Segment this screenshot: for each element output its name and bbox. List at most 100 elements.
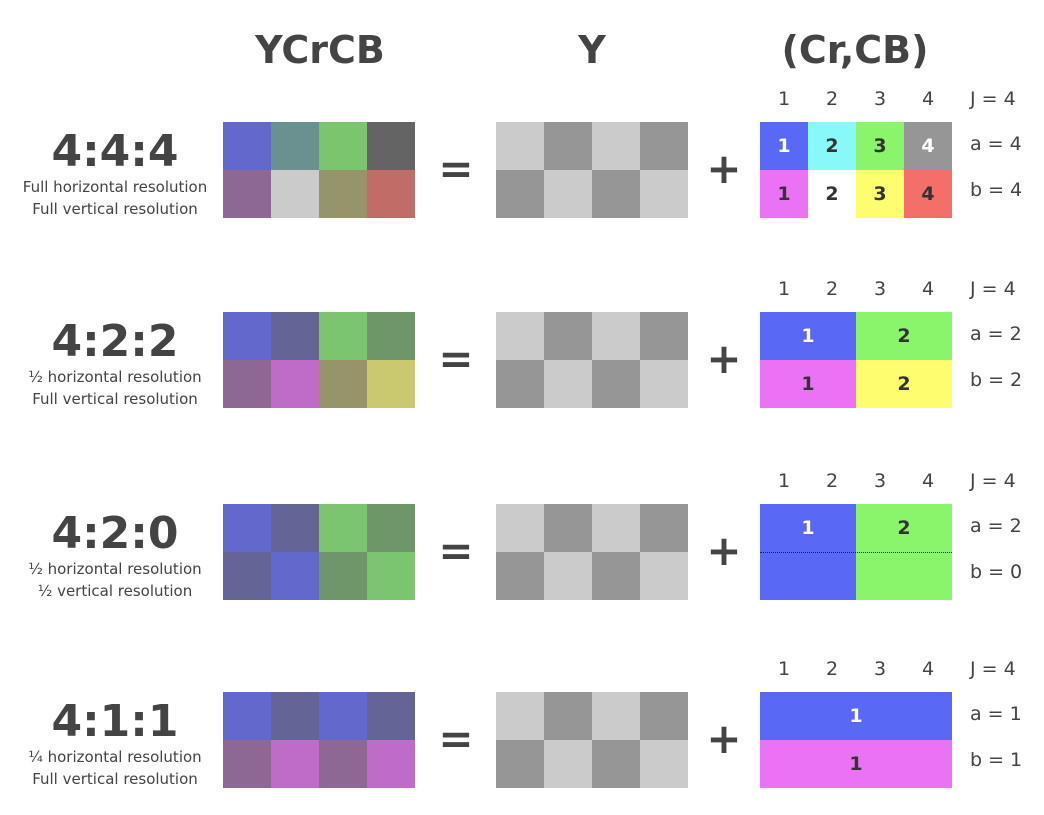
plus-sign: + — [706, 334, 742, 383]
chroma-block: 3 — [856, 170, 904, 218]
ycrcb-pixel — [271, 740, 319, 788]
column-number: 1 — [777, 470, 791, 492]
b-label: b = 1 — [970, 749, 1023, 771]
ycrcb-pixel — [319, 692, 367, 740]
column-number: 1 — [777, 88, 791, 110]
row-title: 4:4:4 — [51, 126, 179, 177]
ycrcb-pixel — [223, 504, 271, 552]
chroma-block: 1 — [760, 360, 856, 408]
column-number: 2 — [825, 658, 839, 680]
luma-pixel — [592, 360, 640, 408]
row-title: 4:2:0 — [51, 508, 179, 559]
y-grid — [496, 312, 688, 408]
plus-sign: + — [706, 714, 742, 763]
ycrcb-pixel — [367, 740, 415, 788]
column-number: 1 — [777, 278, 791, 300]
luma-pixel — [640, 170, 688, 218]
ycrcb-pixel — [319, 504, 367, 552]
ycrcb-pixel — [319, 740, 367, 788]
column-number: 3 — [873, 470, 887, 492]
luma-pixel — [544, 504, 592, 552]
chroma-block: 4 — [904, 170, 952, 218]
ycrcb-pixel — [271, 692, 319, 740]
luma-pixel — [496, 360, 544, 408]
luma-pixel — [640, 692, 688, 740]
luma-pixel — [496, 692, 544, 740]
chroma-block: 1 — [760, 170, 808, 218]
y-grid — [496, 692, 688, 788]
ycrcb-pixel — [223, 122, 271, 170]
luma-pixel — [496, 504, 544, 552]
luma-pixel — [544, 740, 592, 788]
j-label: J = 4 — [970, 658, 1016, 680]
luma-pixel — [592, 504, 640, 552]
luma-pixel — [640, 740, 688, 788]
chroma-block: 2 — [856, 312, 952, 360]
luma-pixel — [640, 122, 688, 170]
ycrcb-pixel — [367, 312, 415, 360]
row-description-horizontal: ½ horizontal resolution — [28, 368, 202, 386]
plus-sign: + — [706, 144, 742, 193]
vertical-subsample-divider — [760, 552, 952, 553]
a-label: a = 4 — [970, 133, 1022, 155]
column-number: 2 — [825, 88, 839, 110]
y-grid — [496, 122, 688, 218]
column-number: 4 — [921, 470, 935, 492]
a-label: a = 2 — [970, 515, 1022, 537]
luma-pixel — [496, 552, 544, 600]
b-label: b = 4 — [970, 179, 1023, 201]
row-description-vertical: ½ vertical resolution — [37, 582, 193, 600]
column-number: 3 — [873, 88, 887, 110]
luma-pixel — [496, 312, 544, 360]
ycrcb-grid — [223, 312, 415, 408]
column-number: 4 — [921, 278, 935, 300]
chroma-block: 1 — [760, 692, 952, 740]
ycrcb-pixel — [271, 122, 319, 170]
luma-pixel — [640, 312, 688, 360]
equals-sign: = — [438, 144, 474, 193]
column-number: 2 — [825, 470, 839, 492]
ycrcb-pixel — [367, 692, 415, 740]
a-label: a = 2 — [970, 323, 1022, 345]
row-title: 4:2:2 — [51, 316, 179, 367]
y-grid — [496, 504, 688, 600]
column-number: 4 — [921, 658, 935, 680]
plus-sign: + — [706, 526, 742, 575]
header-y: Y — [578, 28, 606, 72]
row-description-vertical: Full vertical resolution — [32, 200, 198, 218]
luma-pixel — [544, 552, 592, 600]
chroma-block: 2 — [856, 360, 952, 408]
luma-pixel — [592, 552, 640, 600]
row-description-vertical: Full vertical resolution — [32, 770, 198, 788]
row-description-horizontal: ¼ horizontal resolution — [28, 748, 202, 766]
luma-pixel — [640, 552, 688, 600]
ycrcb-pixel — [367, 360, 415, 408]
ycrcb-pixel — [319, 170, 367, 218]
luma-pixel — [544, 360, 592, 408]
ycrcb-pixel — [271, 170, 319, 218]
luma-pixel — [544, 692, 592, 740]
j-label: J = 4 — [970, 278, 1016, 300]
ycrcb-pixel — [271, 360, 319, 408]
ycrcb-pixel — [271, 312, 319, 360]
chroma-block: 2 — [808, 170, 856, 218]
chroma-block: 1 — [760, 740, 952, 788]
ycrcb-grid — [223, 504, 415, 600]
a-label: a = 1 — [970, 703, 1022, 725]
j-label: J = 4 — [970, 470, 1016, 492]
b-label: b = 2 — [970, 369, 1023, 391]
chroma-block: 1 — [760, 122, 808, 170]
ycrcb-grid — [223, 692, 415, 788]
ycrcb-grid — [223, 122, 415, 218]
ycrcb-pixel — [271, 504, 319, 552]
header-crcb: (Cr,CB) — [781, 28, 929, 72]
column-number: 3 — [873, 278, 887, 300]
ycrcb-pixel — [319, 122, 367, 170]
ycrcb-pixel — [271, 552, 319, 600]
ycrcb-pixel — [319, 312, 367, 360]
luma-pixel — [592, 740, 640, 788]
ycrcb-pixel — [223, 740, 271, 788]
